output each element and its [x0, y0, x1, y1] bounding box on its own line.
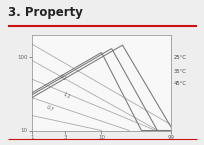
- Text: 3. Property: 3. Property: [8, 6, 83, 19]
- Text: 35°C: 35°C: [173, 69, 186, 74]
- Text: 25°C: 25°C: [173, 55, 186, 60]
- Text: 1.1: 1.1: [62, 91, 71, 99]
- Text: 0.7: 0.7: [45, 104, 54, 113]
- Text: 3.1: 3.1: [58, 74, 67, 82]
- Text: 45°C: 45°C: [173, 81, 186, 86]
